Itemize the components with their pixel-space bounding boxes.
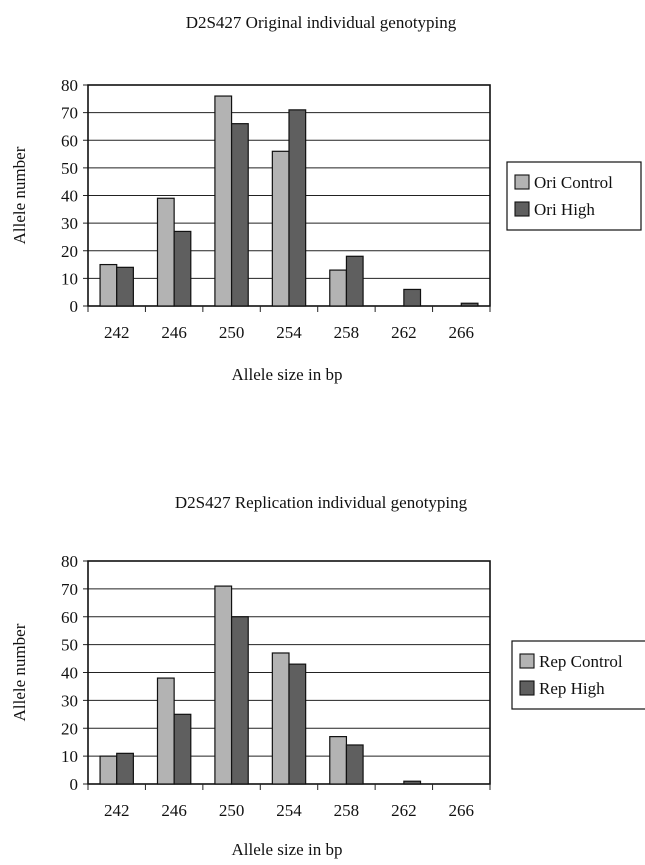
legend-label: Ori Control	[534, 173, 613, 192]
bar-rep-control	[271, 652, 290, 785]
bar-ori-control	[99, 263, 118, 307]
y-tick-label: 0	[70, 297, 79, 316]
x-tick-label: 246	[161, 801, 187, 820]
y-tick-label: 70	[61, 580, 78, 599]
x-tick-label: 262	[391, 323, 417, 342]
bar-ori-high	[288, 109, 307, 307]
x-tick-label: 242	[104, 801, 130, 820]
x-tick-label: 242	[104, 323, 130, 342]
y-axis-label: Allele number	[10, 146, 29, 244]
x-tick-label: 254	[276, 323, 302, 342]
y-tick-label: 40	[61, 664, 78, 683]
legend-box	[506, 161, 642, 231]
y-tick-label: 10	[61, 747, 78, 766]
y-tick-label: 20	[61, 719, 78, 738]
x-tick-label: 266	[449, 323, 475, 342]
legend-swatch	[514, 174, 530, 190]
bar-ori-high	[460, 302, 479, 307]
bar-rep-high	[116, 752, 134, 785]
x-tick-label: 262	[391, 801, 417, 820]
y-tick-label: 10	[61, 269, 78, 288]
y-tick-label: 0	[70, 775, 79, 794]
bar-ori-control	[214, 95, 233, 307]
bar-ori-control	[271, 150, 290, 307]
chart-1: D2S427 Original individual genotyping 0 10…	[10, 13, 642, 384]
x-tick-label: 250	[219, 801, 245, 820]
y-tick-label: 60	[61, 131, 78, 150]
x-tick-label: 258	[334, 801, 360, 820]
bar-ori-high	[116, 266, 134, 307]
bar-rep-control	[156, 677, 175, 785]
y-tick-label: 70	[61, 104, 78, 123]
y-axis-label: Allele number	[10, 623, 29, 721]
x-axis-label: Allele size in bp	[232, 365, 343, 384]
x-tick-label: 258	[334, 323, 360, 342]
bar-ori-high	[230, 123, 249, 307]
chart-title: D2S427 Original individual genotyping	[186, 13, 457, 32]
y-tick-label: 80	[61, 76, 78, 95]
y-tick-label: 30	[61, 691, 78, 710]
bar-rep-high	[230, 616, 249, 785]
y-tick-label: 50	[61, 636, 78, 655]
y-tick-label: 80	[61, 552, 78, 571]
bar-ori-high	[345, 255, 364, 307]
legend-swatch	[519, 653, 535, 669]
y-tick-label: 60	[61, 608, 78, 627]
legend: Rep Control Rep High	[511, 640, 645, 710]
bar-rep-high	[345, 744, 364, 785]
bar-rep-control	[329, 736, 348, 785]
x-tick-label: 250	[219, 323, 245, 342]
bar-rep-high	[173, 713, 192, 785]
bar-ori-control	[329, 269, 348, 307]
bar-rep-high	[403, 780, 422, 785]
chart-2: D2S427 Replication individual genotyping…	[10, 493, 645, 859]
x-tick-label: 266	[449, 801, 475, 820]
bar-rep-control	[99, 755, 118, 785]
legend-swatch	[519, 680, 535, 696]
legend-label: Rep High	[539, 679, 605, 698]
y-tick-label: 20	[61, 242, 78, 261]
x-tick-label: 254	[276, 801, 302, 820]
y-tick-label: 50	[61, 159, 78, 178]
bar-rep-high	[288, 663, 307, 785]
bar-ori-control	[156, 197, 175, 307]
legend: Ori Control Ori High	[506, 161, 642, 231]
x-tick-label: 246	[161, 323, 187, 342]
legend-label: Ori High	[534, 200, 595, 219]
bar-rep-control	[214, 585, 233, 785]
legend-label: Rep Control	[539, 652, 623, 671]
y-tick-label: 30	[61, 214, 78, 233]
legend-swatch	[514, 201, 530, 217]
chart-title: D2S427 Replication individual genotyping	[175, 493, 468, 512]
x-axis-label: Allele size in bp	[232, 840, 343, 859]
legend-box	[511, 640, 645, 710]
y-tick-label: 40	[61, 187, 78, 206]
bar-ori-high	[403, 288, 422, 307]
bar-ori-high	[173, 230, 192, 307]
